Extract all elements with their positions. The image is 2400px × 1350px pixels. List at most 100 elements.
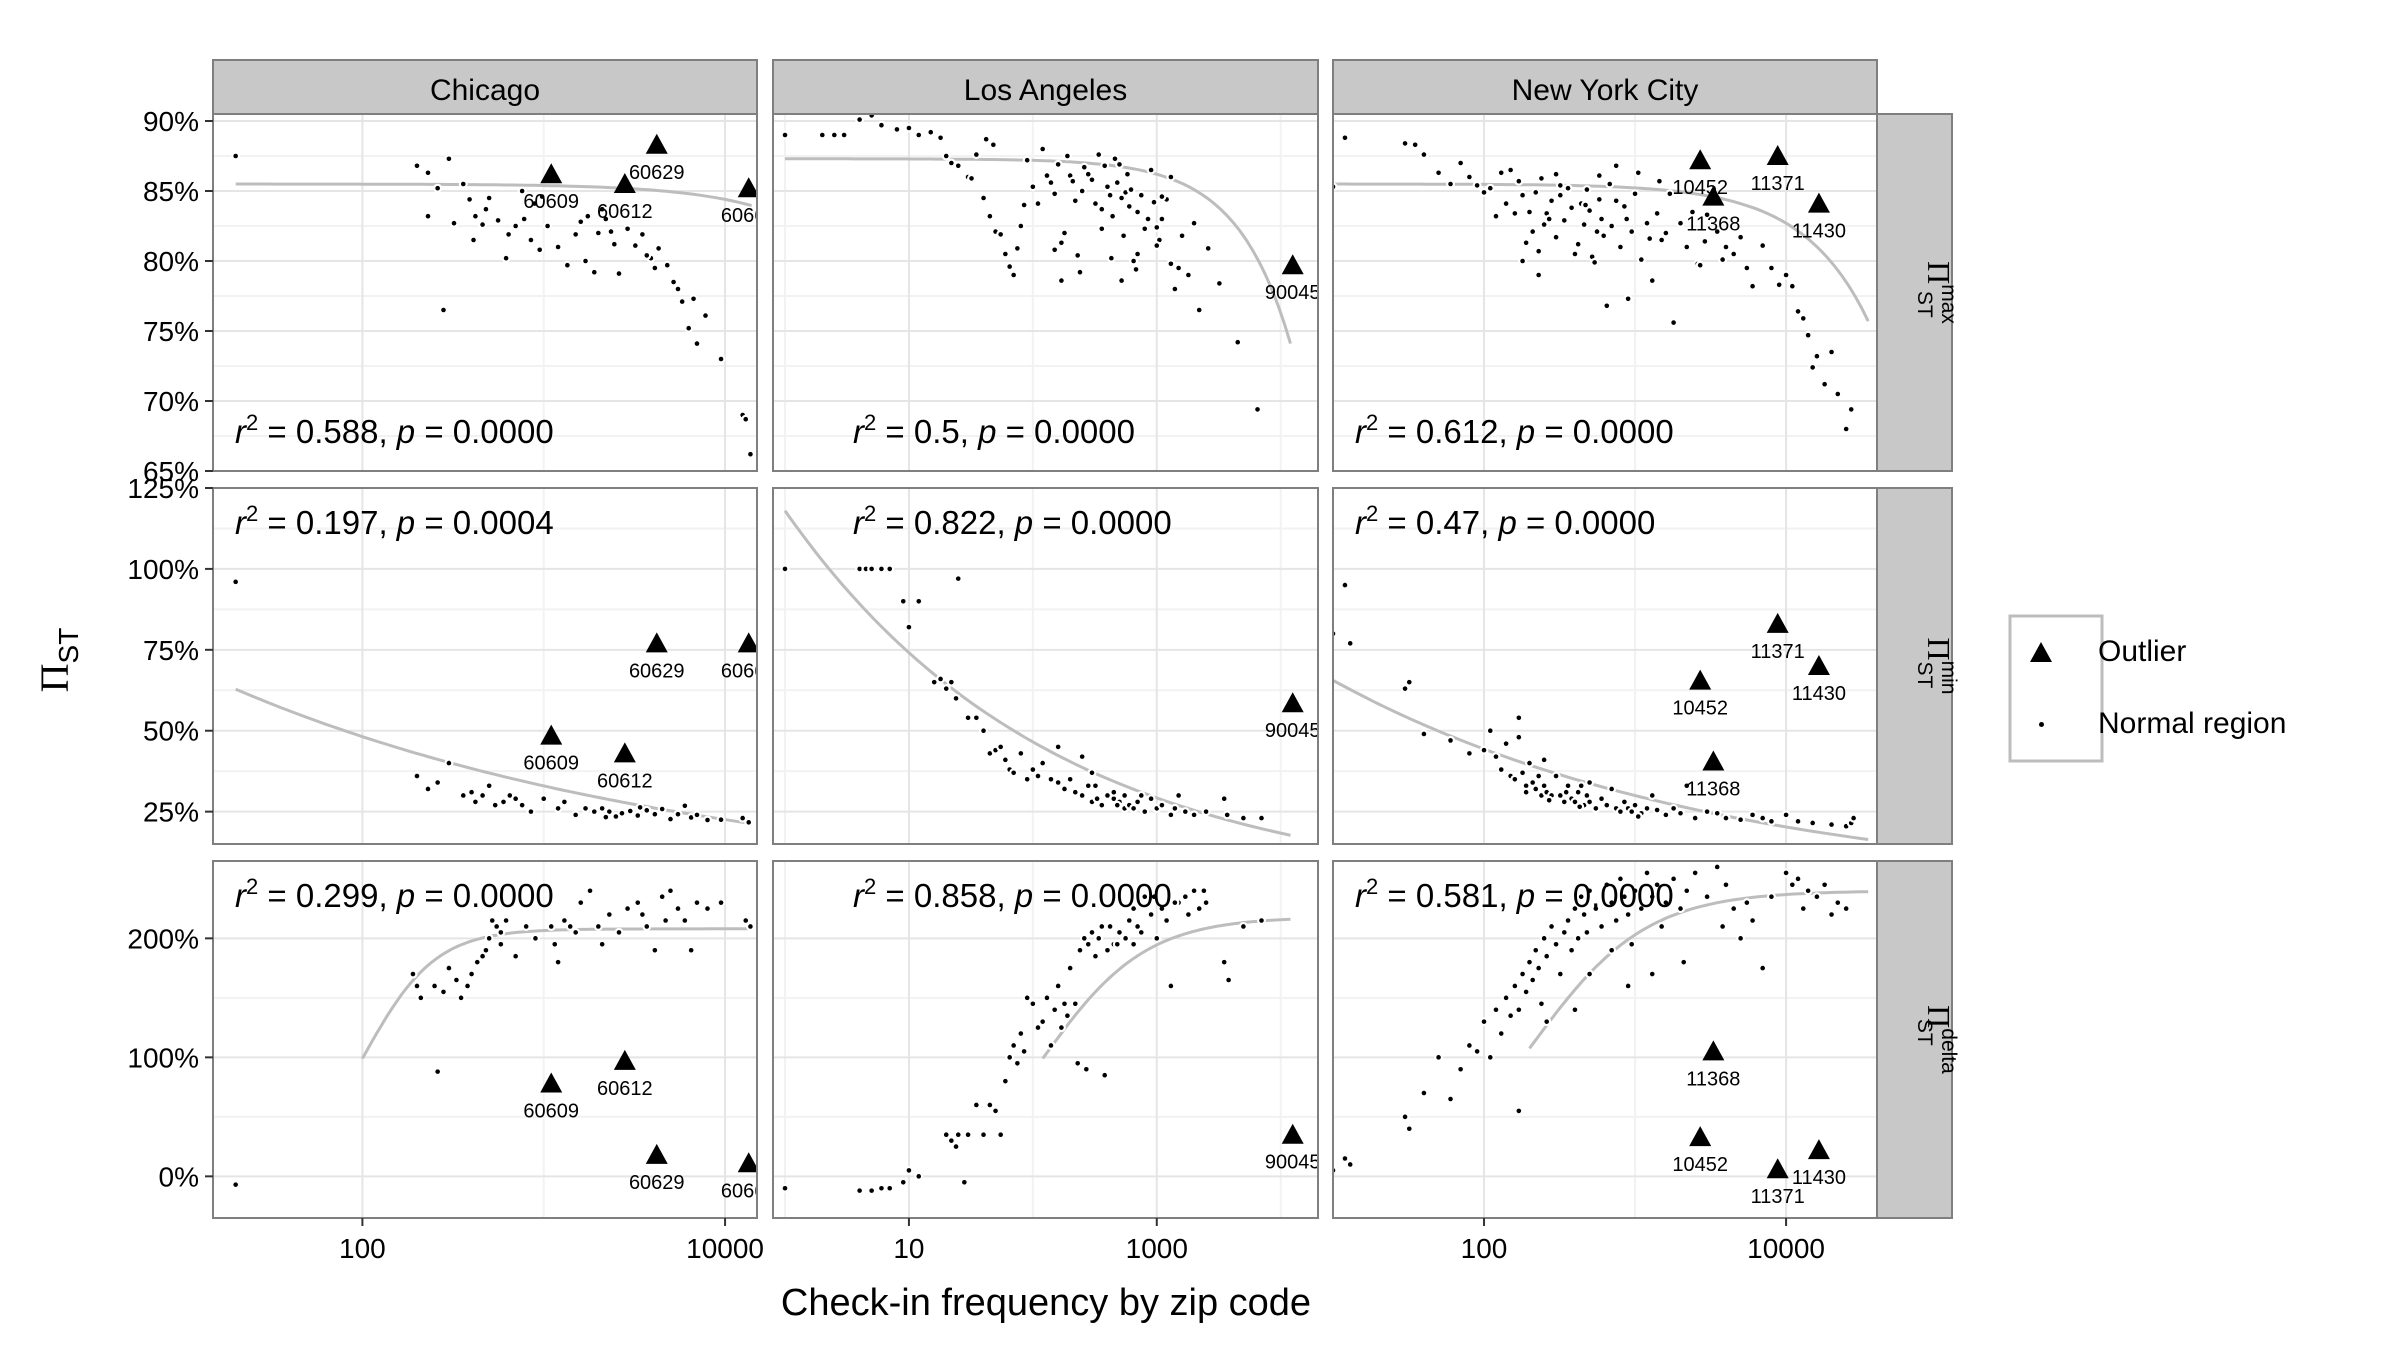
normal-point [668, 888, 673, 894]
normal-point [454, 977, 459, 983]
stat-p-value: 0.0000 [1554, 504, 1655, 541]
normal-point [1744, 265, 1750, 271]
normal-point [1111, 796, 1117, 801]
normal-point [1572, 799, 1578, 805]
column-strip-1 [772, 59, 1319, 115]
normal-point [1644, 220, 1650, 226]
outlier-point [1766, 1158, 1789, 1179]
normal-point [1093, 783, 1098, 789]
stat-r2-value: 0.299 [296, 877, 379, 914]
x-axis-tick-label: 100 [339, 1233, 386, 1264]
legend-item-outlier: Outlier [2010, 632, 2186, 672]
normal-point [1126, 918, 1132, 923]
normal-point [906, 1168, 912, 1173]
normal-point [1527, 209, 1532, 215]
normal-point [1594, 229, 1600, 234]
normal-point [1062, 786, 1067, 792]
normal-point [962, 1180, 967, 1185]
normal-point [1018, 751, 1024, 756]
normal-point [1592, 260, 1597, 265]
normal-point [1196, 906, 1202, 911]
normal-point [1520, 770, 1525, 776]
normal-point [414, 163, 420, 169]
normal-point [1089, 770, 1095, 776]
y-axis-title-sub: ST [53, 628, 84, 664]
normal-point [1059, 1025, 1064, 1030]
normal-point [1402, 686, 1408, 691]
normal-point [1783, 870, 1789, 876]
normal-point [1079, 754, 1085, 759]
normal-point [1119, 195, 1124, 201]
normal-point [1052, 191, 1057, 197]
normal-point [1609, 223, 1614, 229]
normal-point [625, 906, 630, 911]
normal-point [748, 451, 753, 457]
normal-point [1822, 381, 1827, 387]
normal-point [469, 971, 474, 977]
normal-point [1503, 741, 1509, 746]
normal-point [640, 912, 645, 917]
stat-r-symbol: r [853, 413, 866, 450]
normal-point [435, 780, 440, 785]
normal-point [635, 900, 641, 905]
normal-point [591, 809, 597, 814]
normal-point [1135, 209, 1140, 215]
normal-point [782, 1185, 788, 1191]
normal-point [1105, 793, 1110, 798]
normal-point [1467, 174, 1472, 180]
normal-point [1584, 930, 1590, 935]
normal-point [682, 918, 688, 923]
normal-point [1790, 283, 1795, 289]
normal-point [1024, 995, 1030, 1001]
normal-point [1671, 876, 1676, 882]
normal-point [1720, 257, 1725, 262]
normal-point [1760, 815, 1765, 821]
outlier-point [540, 1072, 563, 1093]
outlier-label: 11371 [1751, 1186, 1805, 1208]
normal-point [1639, 257, 1644, 262]
outlier-point [1281, 1123, 1304, 1144]
normal-point [460, 793, 466, 798]
normal-point [1067, 776, 1073, 782]
normal-point [1587, 888, 1592, 894]
normal-point [1498, 170, 1504, 176]
svg-text:ΠST: ΠST [32, 628, 84, 693]
normal-point [659, 806, 665, 812]
normal-point [486, 936, 492, 941]
normal-point [1584, 187, 1590, 192]
normal-point [467, 197, 472, 202]
panel-r2-c1-fit-curve [1041, 917, 1291, 1060]
normal-point [916, 598, 922, 604]
normal-point [1448, 738, 1453, 743]
normal-point [1154, 936, 1160, 941]
normal-point [503, 918, 509, 923]
normal-point [583, 258, 588, 264]
normal-point [587, 888, 593, 894]
panel-r1-c1-background [773, 488, 1318, 844]
normal-point [1644, 806, 1650, 811]
normal-point [414, 983, 420, 989]
normal-point [682, 803, 688, 809]
normal-point [943, 686, 949, 691]
normal-point [562, 799, 567, 805]
normal-point [1030, 767, 1036, 772]
normal-point [705, 817, 710, 823]
normal-point [1587, 208, 1592, 213]
normal-point [1122, 793, 1127, 798]
normal-point [1241, 815, 1246, 821]
normal-point [465, 983, 470, 989]
normal-point [1814, 353, 1820, 359]
normal-point [1003, 757, 1008, 763]
normal-point [1684, 244, 1690, 250]
normal-point [1105, 184, 1110, 190]
normal-point [1205, 246, 1211, 251]
stat-p-value: 0.0004 [453, 504, 554, 541]
normal-point [1577, 804, 1582, 810]
normal-point [1067, 173, 1073, 178]
normal-point [1096, 936, 1102, 941]
normal-point [441, 989, 446, 995]
normal-point [1035, 201, 1041, 206]
normal-point [1667, 191, 1673, 197]
normal-point [1217, 281, 1222, 286]
normal-point [1599, 796, 1604, 801]
